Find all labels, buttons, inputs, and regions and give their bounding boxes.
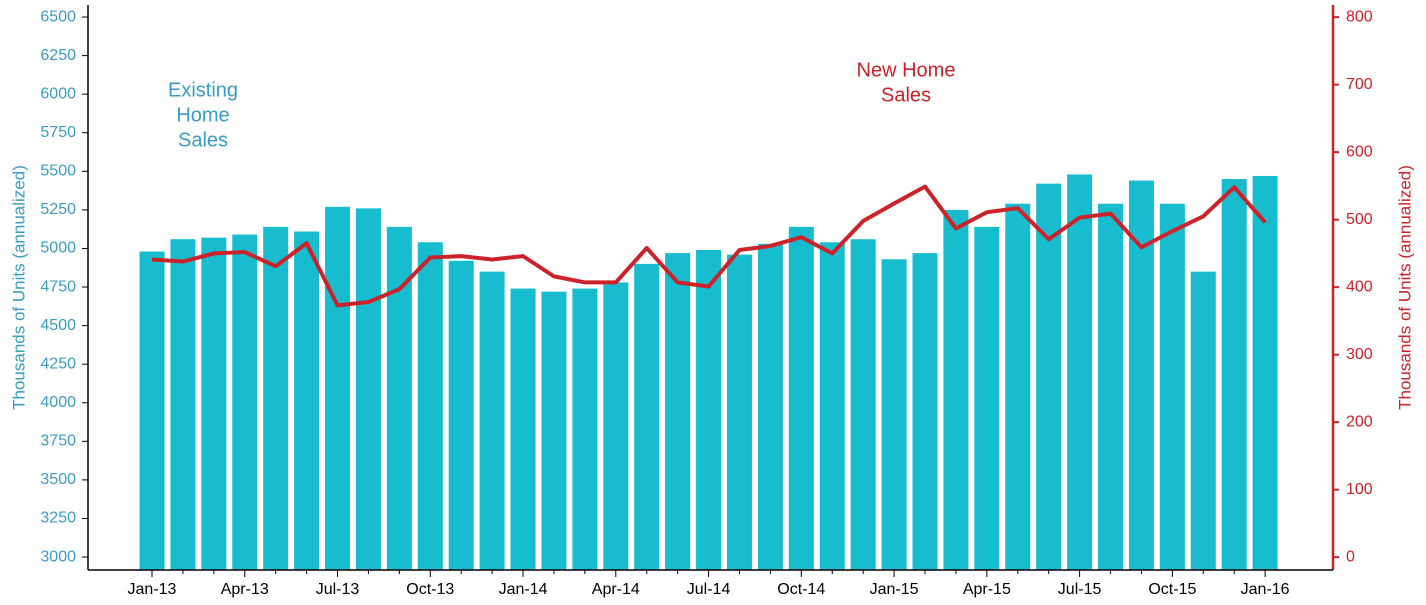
- y-tick-label: 4000: [40, 394, 76, 411]
- y2-tick-label: 400: [1346, 278, 1373, 295]
- y-axis-title: Thousands of Units (annualized): [9, 165, 28, 410]
- y-tick-label: 4500: [40, 317, 76, 334]
- bar: [788, 226, 814, 570]
- bar: [1067, 174, 1093, 571]
- y2-tick-label: 0: [1346, 548, 1355, 565]
- x-tick-label: Jan-15: [870, 581, 919, 598]
- x-tick-label: Oct-13: [406, 581, 454, 598]
- y-tick-label: 6250: [40, 47, 76, 64]
- bar: [726, 254, 752, 570]
- bar: [1005, 203, 1031, 570]
- bar: [1190, 271, 1216, 570]
- bar: [294, 231, 320, 570]
- bar: [757, 243, 783, 570]
- y-tick-label: 4750: [40, 278, 76, 295]
- bar: [201, 237, 227, 570]
- x-tick-label: Jan-16: [1241, 581, 1290, 598]
- y-tick-label: 5750: [40, 124, 76, 141]
- bar: [417, 242, 443, 570]
- bar: [139, 251, 165, 570]
- x-tick-label: Jan-13: [128, 581, 177, 598]
- bar: [572, 288, 598, 570]
- bar: [479, 271, 505, 570]
- annotation: Sales: [178, 129, 228, 151]
- y-tick-label: 5000: [40, 240, 76, 257]
- bar: [1036, 183, 1062, 570]
- bar: [510, 288, 536, 570]
- bar: [355, 208, 381, 570]
- x-tick-label: Apr-13: [221, 581, 269, 598]
- y2-tick-label: 200: [1346, 413, 1373, 430]
- bar: [603, 282, 629, 570]
- y-tick-label: 3250: [40, 510, 76, 527]
- bar: [943, 209, 969, 570]
- x-tick-label: Jul-15: [1058, 581, 1102, 598]
- bar: [263, 226, 289, 570]
- y2-tick-label: 100: [1346, 481, 1373, 498]
- y-tick-label: 5500: [40, 163, 76, 180]
- bar: [232, 234, 258, 570]
- bar: [1252, 175, 1278, 570]
- x-tick-label: Jul-14: [687, 581, 731, 598]
- y-tick-label: 6000: [40, 85, 76, 102]
- y-tick-label: 6500: [40, 8, 76, 25]
- annotation: Home: [176, 104, 229, 126]
- bar: [974, 226, 1000, 570]
- y2-tick-label: 800: [1346, 8, 1373, 25]
- annotation: Existing: [168, 79, 238, 101]
- y-tick-label: 4250: [40, 355, 76, 372]
- bar: [170, 239, 196, 571]
- x-tick-label: Jan-14: [499, 581, 548, 598]
- y2-tick-label: 300: [1346, 346, 1373, 363]
- bar: [696, 250, 722, 571]
- y-tick-label: 3000: [40, 548, 76, 565]
- bar: [325, 206, 351, 571]
- x-tick-label: Oct-14: [777, 581, 825, 598]
- bar: [1221, 179, 1247, 570]
- x-tick-label: Apr-15: [963, 581, 1011, 598]
- bar: [1098, 203, 1124, 570]
- bar: [819, 242, 845, 570]
- y-tick-label: 5250: [40, 201, 76, 218]
- annotation: Sales: [881, 84, 931, 106]
- annotation: New Home: [857, 59, 956, 81]
- bar: [881, 259, 907, 570]
- bar: [665, 253, 691, 570]
- y2-axis-title: Thousands of Units (annualized): [1395, 165, 1414, 410]
- x-tick-label: Apr-14: [592, 581, 640, 598]
- bar: [912, 253, 938, 570]
- y-tick-label: 3500: [40, 471, 76, 488]
- x-tick-label: Jul-13: [316, 581, 360, 598]
- bar: [386, 226, 412, 570]
- y-tick-label: 3750: [40, 433, 76, 450]
- bar: [850, 239, 876, 571]
- bar: [634, 263, 660, 570]
- y2-tick-label: 700: [1346, 76, 1373, 93]
- y2-tick-label: 500: [1346, 211, 1373, 228]
- line: [151, 184, 1267, 308]
- x-tick-label: Oct-15: [1148, 581, 1196, 598]
- bar: [1159, 203, 1185, 570]
- bar: [448, 260, 474, 570]
- bar: [541, 291, 567, 570]
- y2-tick-label: 600: [1346, 143, 1373, 160]
